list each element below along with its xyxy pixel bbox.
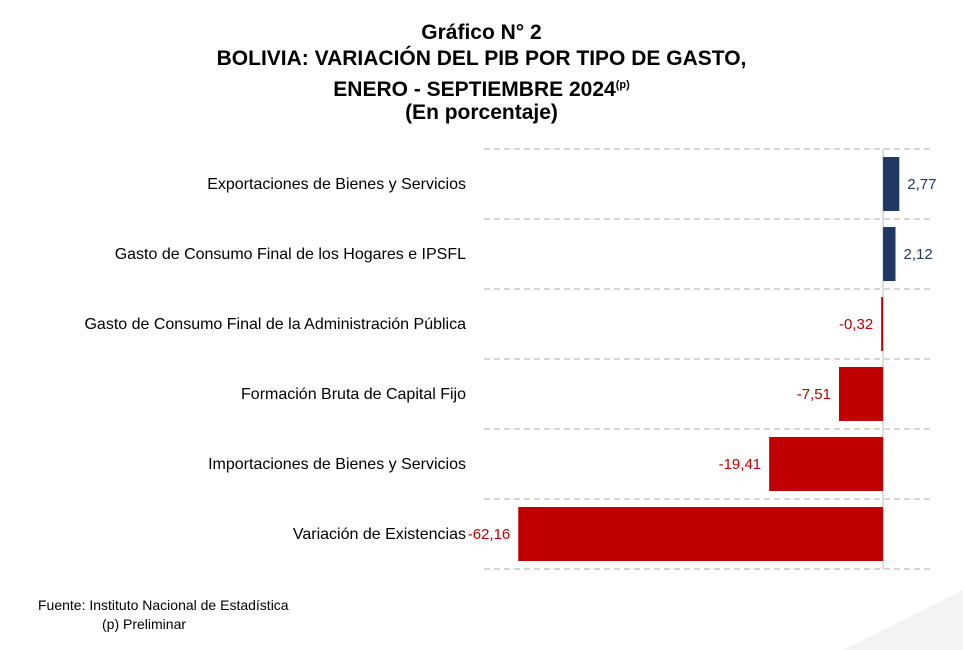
category-label: Variación de Existencias [293, 526, 466, 543]
bar [883, 157, 900, 211]
data-label: -0,32 [839, 316, 873, 333]
data-label: -62,16 [468, 526, 511, 543]
corner-decoration [843, 590, 963, 650]
bar [769, 437, 884, 491]
chart-title-sup: (p) [615, 79, 630, 91]
chart-title-period: ENERO - SEPTIEMBRE 2024(p) [0, 72, 963, 103]
chart-title-number: Gráfico N° 2 [421, 21, 542, 44]
bar [518, 507, 884, 561]
data-label: 2,12 [903, 246, 932, 263]
data-label: -19,41 [719, 456, 762, 473]
data-label: 2,77 [907, 176, 936, 193]
chart-subtitle: (En porcentaje) [405, 101, 558, 124]
bar [881, 297, 884, 351]
data-label: -7,51 [797, 386, 831, 403]
category-label: Gasto de Consumo Final de la Administrac… [84, 316, 466, 333]
chart-title: BOLIVIA: VARIACIÓN DEL PIB POR TIPO DE G… [216, 47, 747, 70]
bar [883, 227, 896, 281]
category-label: Exportaciones de Bienes y Servicios [207, 176, 466, 193]
preliminary-note: (p) Preliminar [102, 616, 187, 632]
bar-chart: 2,77 Exportaciones de Bienes y Servicios 2… [84, 148, 937, 570]
source-note: Fuente: Instituto Nacional de Estadístic… [38, 597, 289, 613]
chart-title-period-text: ENERO - SEPTIEMBRE 2024 [333, 78, 616, 101]
category-label: Formación Bruta de Capital Fijo [241, 386, 466, 403]
bar [838, 367, 884, 421]
category-label: Importaciones de Bienes y Servicios [208, 456, 466, 473]
category-label: Gasto de Consumo Final de los Hogares e … [115, 246, 466, 263]
